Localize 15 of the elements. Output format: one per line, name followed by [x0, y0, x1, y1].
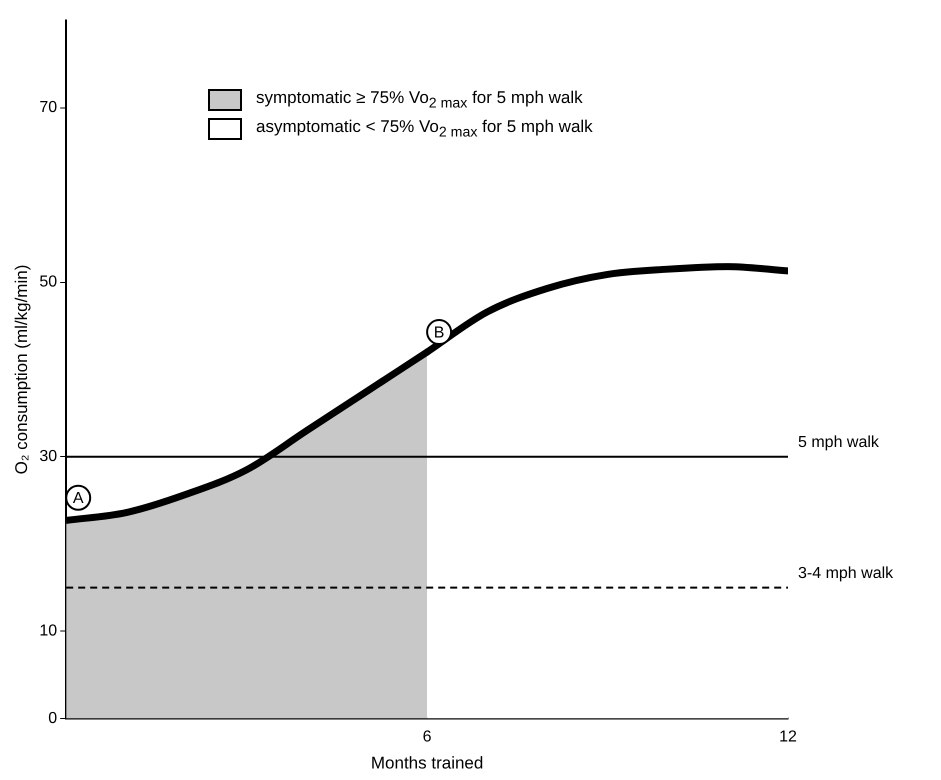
y-axis-title: O₂ consumption (ml/kg/min)	[12, 264, 31, 474]
annotation: B	[434, 324, 444, 342]
y-tick-label: 10	[39, 622, 58, 640]
annotation: A	[72, 490, 84, 508]
legend-label: asymptomatic < 75% Vo$_{2 max}$ for 5 mph walk	[256, 117, 593, 141]
y-tick-label: 70	[39, 99, 58, 116]
x-tick-label: 6	[422, 728, 432, 746]
y-tick-label: 50	[39, 274, 58, 291]
ref-line-label: 5 mph walk	[798, 434, 880, 452]
y-tick-label: 30	[39, 448, 58, 466]
legend-label: symptomatic ≥ 75% Vo$_{2 max}$ for 5 mph walk	[256, 88, 583, 112]
x-axis-title: Months trained	[370, 753, 484, 772]
x-tick-label: 12	[779, 728, 797, 746]
y-tick-label: 0	[48, 710, 58, 727]
ref-line-label: 3-4 mph walk	[798, 564, 894, 582]
